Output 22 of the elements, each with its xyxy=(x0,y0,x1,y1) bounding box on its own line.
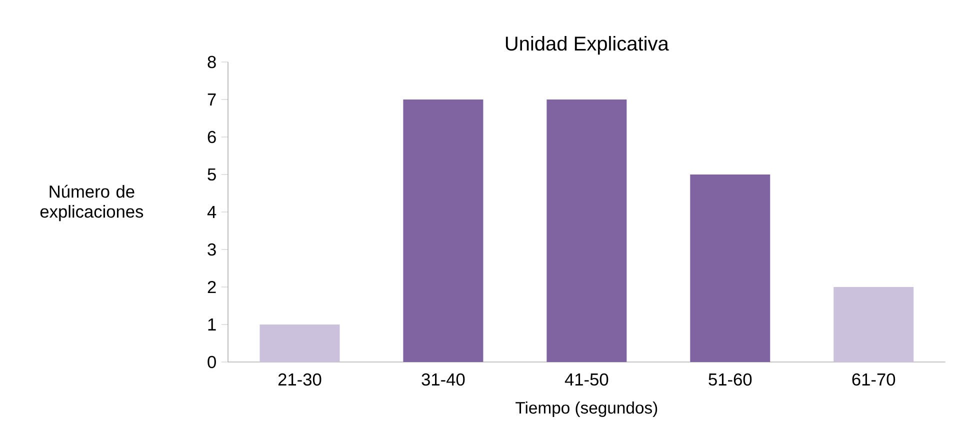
y-tick-label: 8 xyxy=(208,56,216,68)
x-tick-label: 41-50 xyxy=(564,373,608,386)
y-tick-label: 3 xyxy=(208,243,216,256)
bar xyxy=(690,174,770,362)
bar xyxy=(403,100,484,362)
x-tick-label: 51-60 xyxy=(708,373,752,386)
chart-title: Unidad Explicativa xyxy=(506,36,669,55)
y-tick-label: 2 xyxy=(208,280,216,294)
y-tick-label: 0 xyxy=(208,356,216,368)
x-tick-label: 21-30 xyxy=(278,373,322,386)
y-axis-title: Número de explicaciones xyxy=(40,184,144,222)
x-tick-label: 31-40 xyxy=(422,373,465,386)
x-axis-title: Tiempo (segundos) xyxy=(516,401,658,417)
y-tick-label: 5 xyxy=(208,168,216,181)
bar xyxy=(834,287,914,362)
bar xyxy=(546,100,627,362)
x-tick-label: 61-70 xyxy=(852,373,896,386)
y-tick-label: 4 xyxy=(207,206,216,218)
y-tick-label: 1 xyxy=(208,318,216,330)
bar xyxy=(260,324,340,362)
y-tick-label: 6 xyxy=(208,130,216,144)
y-tick-label: 7 xyxy=(208,94,216,106)
